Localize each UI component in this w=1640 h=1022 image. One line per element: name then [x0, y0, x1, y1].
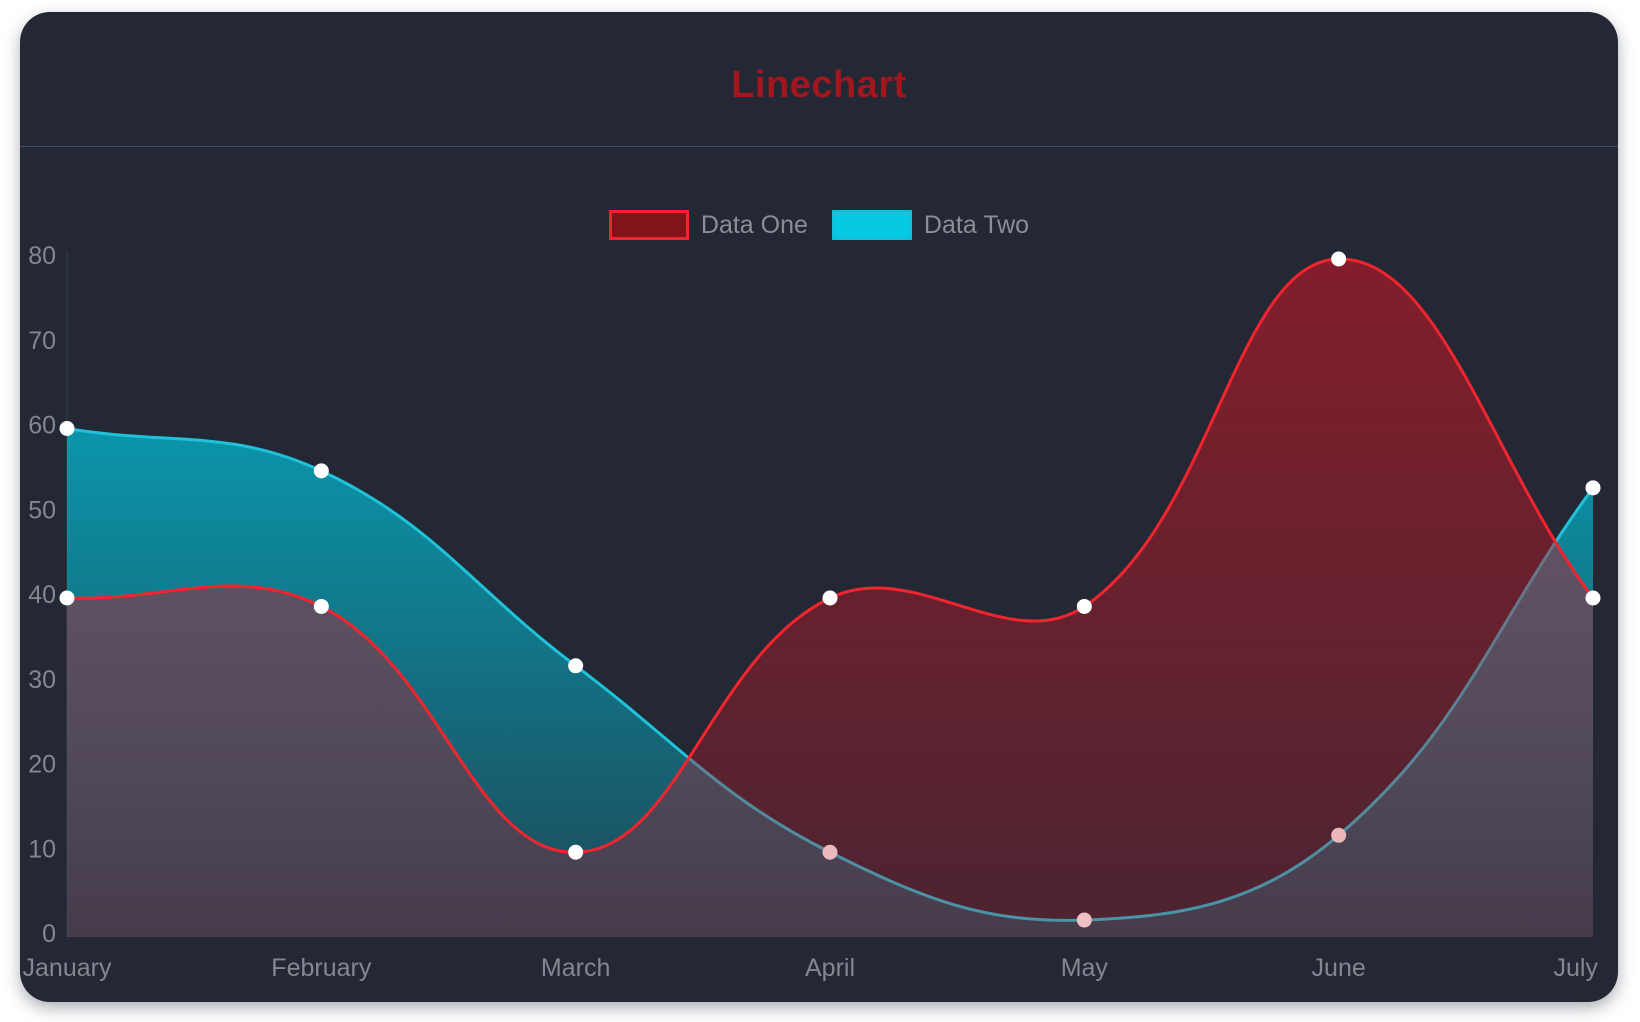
data-two-point-july[interactable]	[1585, 480, 1601, 496]
y-tick-label-70: 70	[28, 327, 56, 355]
y-tick-label-80: 80	[28, 242, 56, 270]
x-tick-label-march: March	[541, 954, 610, 982]
line-chart-canvas[interactable]: 0 10 20 30 40 50 60 70 80 January February March Apr…	[20, 12, 1618, 1002]
y-tick-label-40: 40	[28, 581, 56, 609]
data-one-point-january[interactable]	[59, 590, 75, 606]
x-tick-label-february: February	[271, 954, 372, 982]
data-one-area	[67, 258, 1593, 937]
legend-item-data-two[interactable]: Data Two	[831, 210, 1030, 240]
data-one-point-april[interactable]	[822, 590, 838, 606]
y-tick-label-20: 20	[28, 751, 56, 779]
y-tick-label-0: 0	[42, 920, 56, 948]
chart-legend: Data One Data Two	[20, 210, 1618, 240]
legend-item-data-one[interactable]: Data One	[608, 210, 808, 240]
legend-label-data-one: Data One	[700, 210, 808, 239]
data-two-point-march[interactable]	[568, 658, 584, 674]
data-one-point-june[interactable]	[1331, 251, 1347, 267]
chart-title: Linechart	[731, 64, 907, 106]
y-tick-label-50: 50	[28, 496, 56, 524]
data-one-point-february[interactable]	[313, 598, 329, 614]
data-two-point-january[interactable]	[59, 421, 75, 436]
y-tick-label-60: 60	[28, 412, 56, 440]
data-one-point-july[interactable]	[1585, 590, 1601, 606]
data-one-point-march[interactable]	[568, 844, 584, 860]
y-tick-label-30: 30	[28, 666, 56, 694]
x-tick-label-may: May	[1061, 954, 1109, 982]
legend-swatch-data-two	[831, 210, 912, 240]
data-one-point-may[interactable]	[1076, 598, 1092, 614]
legend-label-data-two: Data Two	[923, 210, 1030, 239]
x-tick-label-june: June	[1312, 954, 1366, 982]
x-tick-label-january: January	[23, 954, 112, 982]
x-tick-label-april: April	[805, 954, 855, 982]
x-tick-label-july: July	[1554, 954, 1599, 982]
data-one-line	[66, 257, 1595, 854]
card-header: Linechart	[20, 12, 1618, 147]
data-two-point-february[interactable]	[313, 463, 329, 479]
y-tick-label-10: 10	[28, 835, 56, 863]
chart-card: Linechart Data One Data Two 0 10 20 30 40 50 6…	[20, 12, 1618, 1002]
legend-swatch-data-one	[608, 210, 689, 240]
